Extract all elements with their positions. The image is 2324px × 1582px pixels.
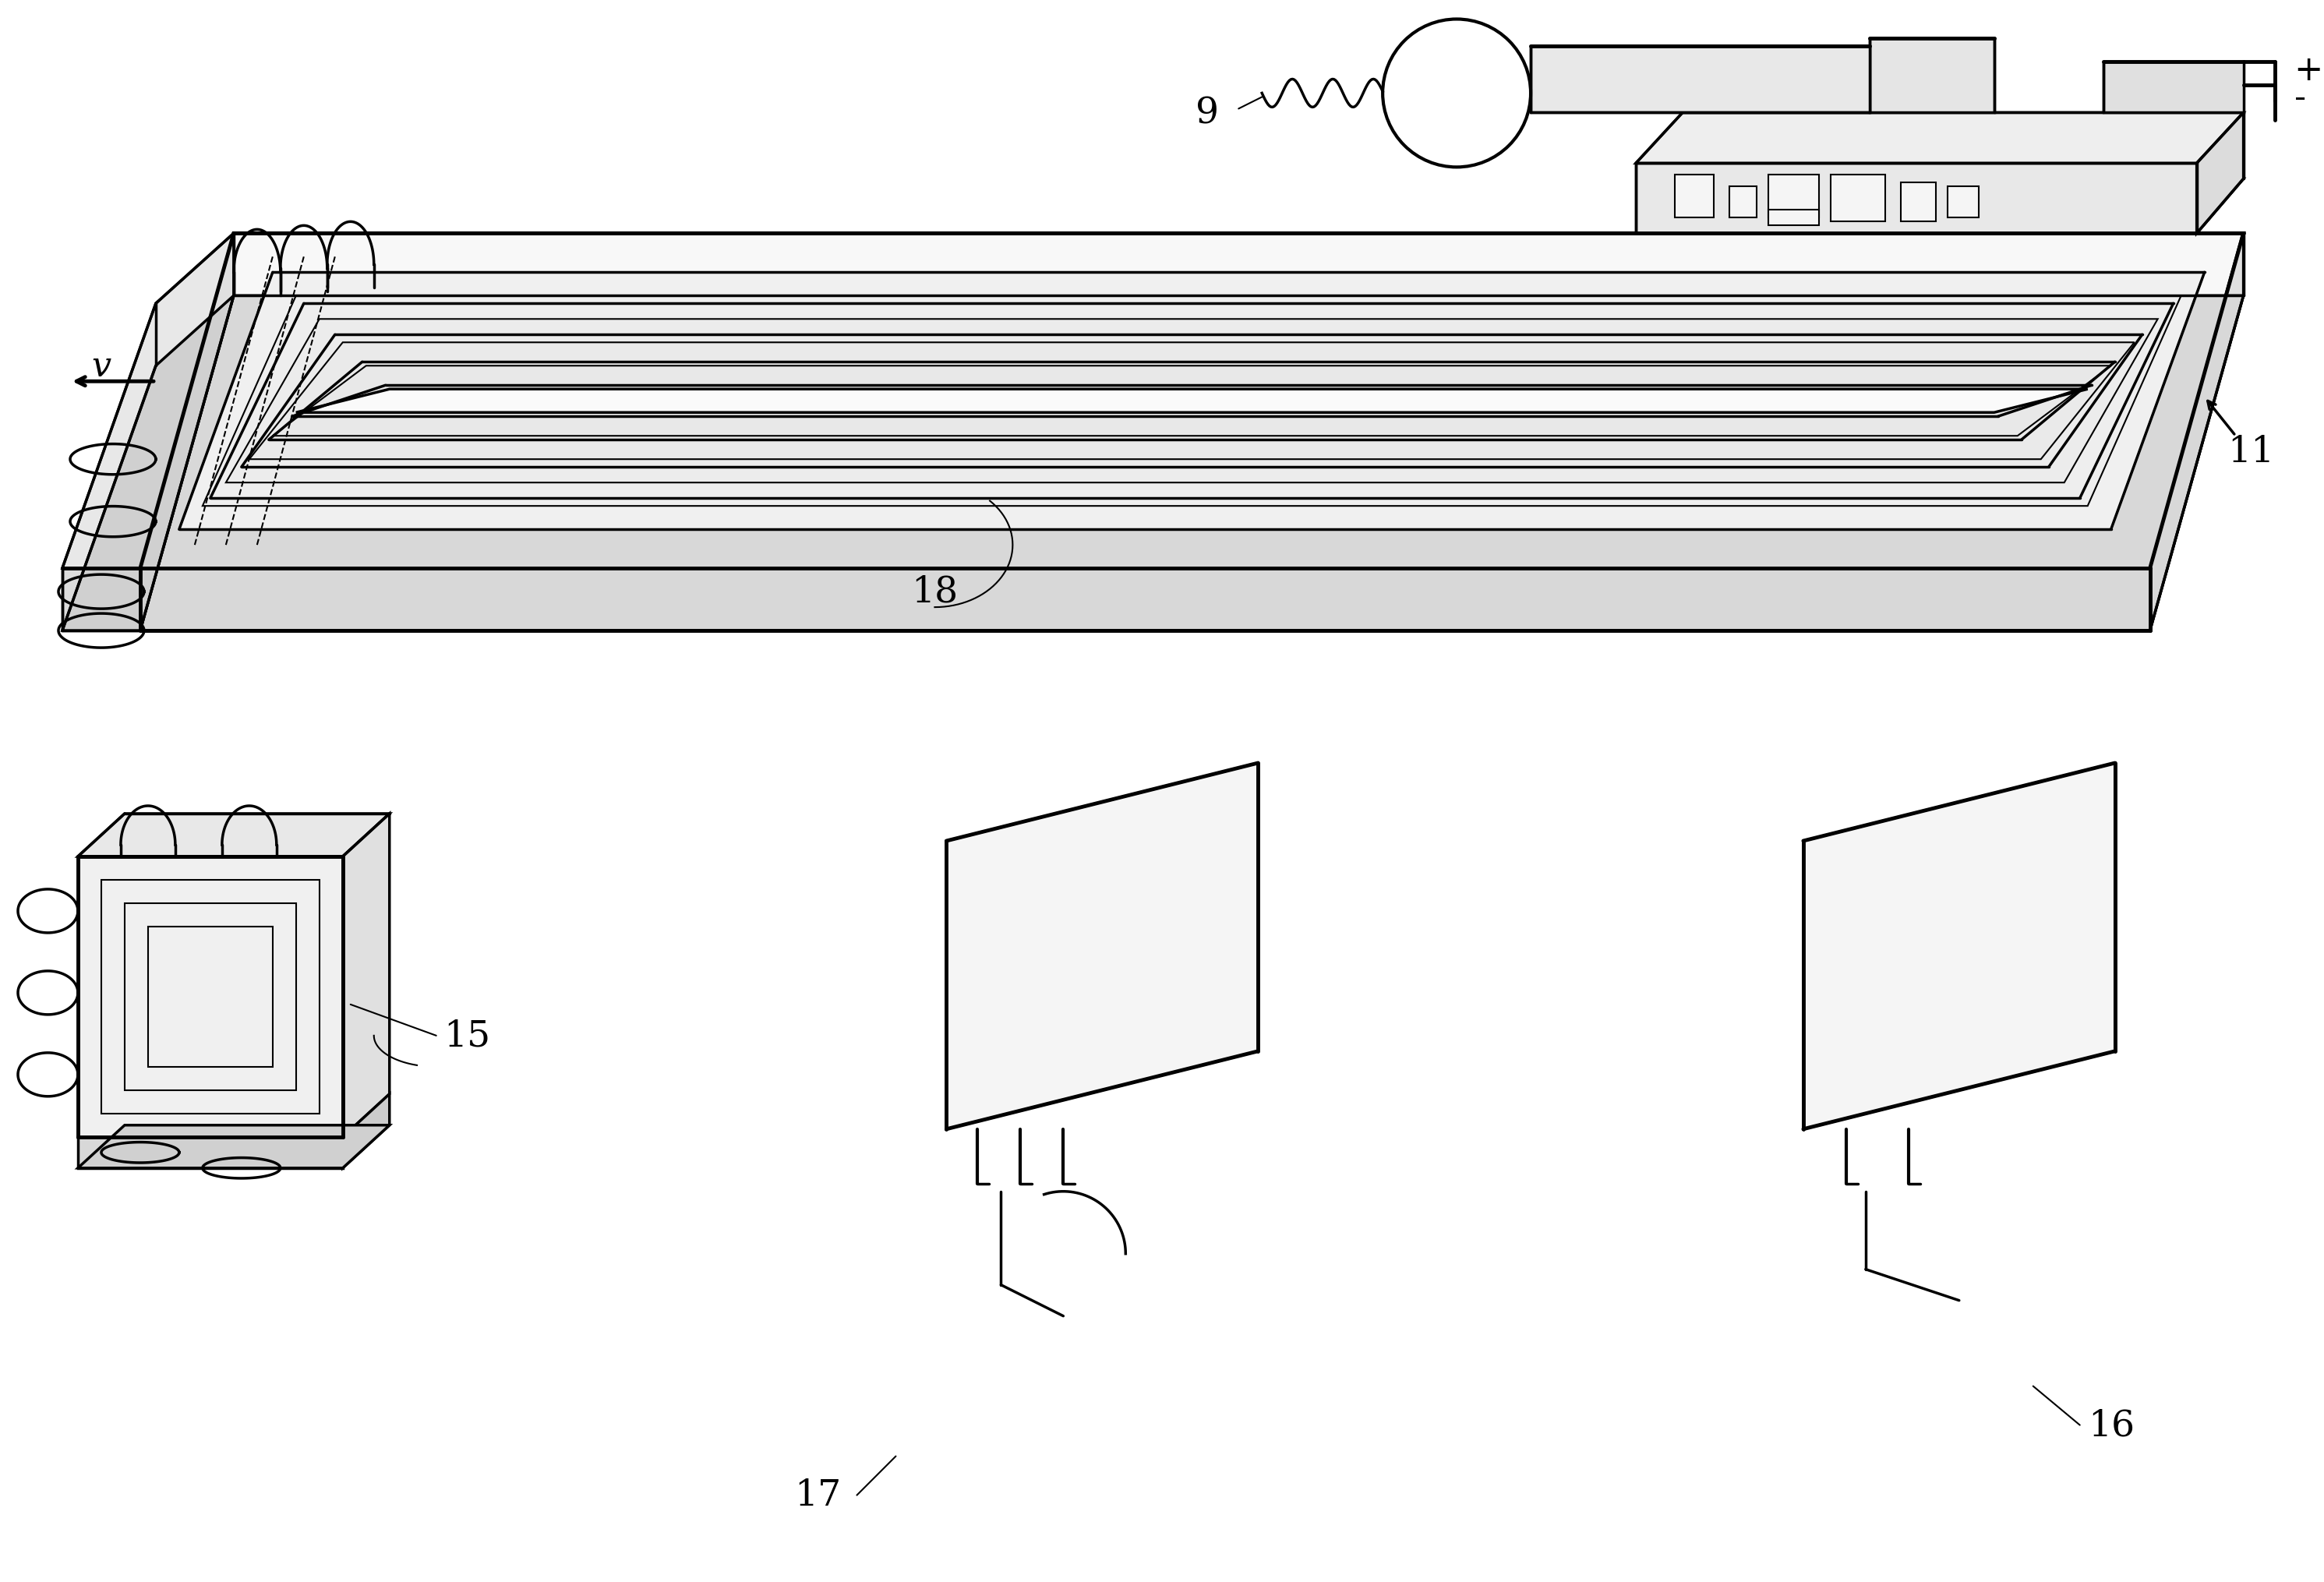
Polygon shape — [1729, 187, 1757, 218]
Polygon shape — [139, 234, 235, 631]
Polygon shape — [2150, 234, 2243, 631]
Polygon shape — [79, 1137, 342, 1168]
Polygon shape — [225, 320, 2157, 483]
Polygon shape — [1676, 176, 1713, 218]
Polygon shape — [1532, 47, 1868, 114]
Polygon shape — [79, 815, 390, 857]
Polygon shape — [342, 1095, 390, 1168]
Text: 15: 15 — [444, 1019, 490, 1054]
Polygon shape — [1636, 179, 2243, 234]
Text: +: + — [2294, 54, 2324, 87]
Polygon shape — [139, 234, 2243, 568]
Polygon shape — [1769, 176, 1820, 218]
Polygon shape — [1948, 187, 1978, 218]
Polygon shape — [295, 389, 2087, 413]
Polygon shape — [1831, 176, 1885, 221]
Polygon shape — [202, 296, 2182, 506]
Polygon shape — [139, 296, 2243, 631]
Polygon shape — [1803, 764, 2115, 1130]
Polygon shape — [272, 367, 2110, 437]
Polygon shape — [79, 857, 342, 1137]
Polygon shape — [139, 568, 2150, 631]
Polygon shape — [63, 296, 235, 631]
Text: 18: 18 — [911, 574, 957, 609]
Polygon shape — [342, 815, 390, 1137]
Text: 17: 17 — [795, 1478, 841, 1512]
Text: 16: 16 — [2087, 1408, 2133, 1443]
Polygon shape — [179, 272, 2205, 530]
Polygon shape — [1769, 210, 1820, 226]
Text: 11: 11 — [2229, 435, 2275, 470]
Polygon shape — [2103, 63, 2243, 114]
Polygon shape — [249, 343, 2133, 460]
Text: -: - — [2294, 81, 2305, 114]
Polygon shape — [1636, 114, 2243, 165]
Polygon shape — [1868, 40, 1994, 114]
Text: v: v — [91, 350, 112, 383]
Polygon shape — [79, 1125, 390, 1168]
Polygon shape — [946, 764, 1257, 1130]
Polygon shape — [63, 568, 139, 631]
Polygon shape — [1901, 184, 1936, 221]
Polygon shape — [2196, 114, 2243, 234]
Polygon shape — [63, 234, 235, 568]
Text: 9: 9 — [1197, 95, 1220, 131]
Polygon shape — [1636, 165, 2196, 234]
